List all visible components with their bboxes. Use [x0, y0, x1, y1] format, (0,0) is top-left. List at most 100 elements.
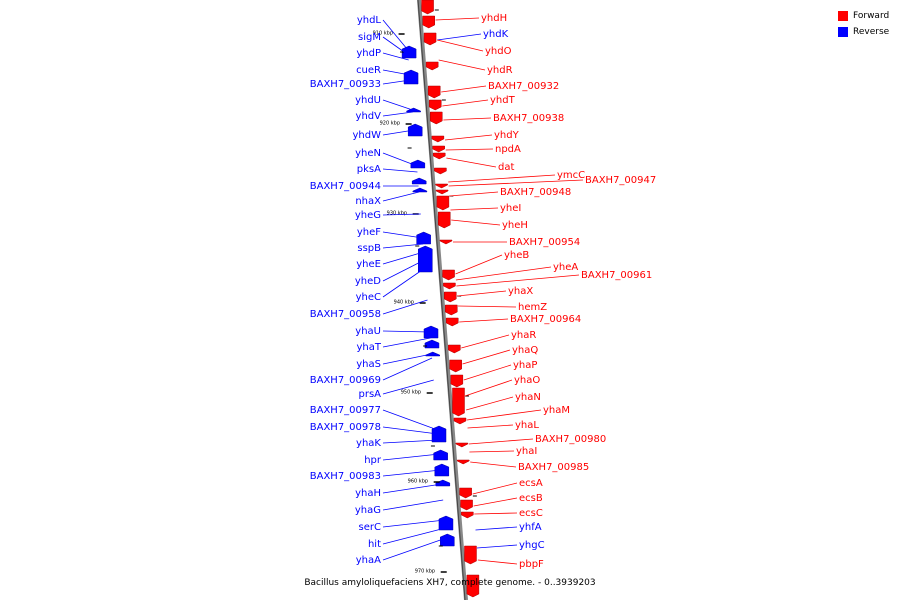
forward-gene-label-yhei: yheI	[500, 203, 521, 214]
forward-gene-block	[461, 511, 474, 519]
forward-gene-label-baxh7-00961: BAXH7_00961	[581, 270, 652, 281]
forward-leader-line	[472, 482, 518, 495]
reverse-gene-label-baxh7-00978: BAXH7_00978	[310, 422, 381, 433]
forward-gene-block	[455, 442, 469, 448]
reverse-gene-label-yheg: yheG	[355, 210, 381, 221]
reverse-gene-label-yhdp: yhdP	[356, 48, 381, 59]
forward-leader-line	[477, 559, 518, 565]
forward-gene-label-baxh7-00980: BAXH7_00980	[535, 434, 606, 445]
reverse-gene-label-baxh7-00969: BAXH7_00969	[310, 375, 381, 386]
reverse-gene-label-yhdw: yhdW	[353, 130, 382, 141]
reverse-leader-line	[382, 168, 418, 173]
reverse-leader-line	[382, 152, 418, 167]
reverse-gene-label-sigm: sigM	[358, 32, 381, 43]
forward-leader-line	[444, 134, 493, 141]
forward-gene-label-pbpf: pbpF	[519, 559, 544, 570]
forward-leader-line	[448, 179, 584, 187]
forward-gene-label-yhdy: yhdY	[494, 130, 520, 141]
forward-leader-line	[468, 438, 534, 445]
reverse-leader-line	[382, 267, 426, 298]
forward-gene-block	[439, 239, 453, 245]
reverse-gene-label-yhef: yheF	[357, 227, 381, 238]
reverse-gene-block	[416, 231, 431, 245]
forward-gene-block	[460, 499, 473, 511]
reverse-gene-label-baxh7-00933: BAXH7_00933	[310, 79, 381, 90]
forward-gene-label-yhap: yhaP	[513, 360, 537, 371]
reverse-leader-line	[382, 259, 425, 282]
forward-swatch	[838, 11, 848, 21]
forward-leader-line	[442, 99, 489, 107]
scale-label: 910 kbp	[373, 31, 393, 37]
reverse-leader-line	[382, 99, 413, 111]
forward-gene-block	[452, 387, 465, 417]
reverse-gene-block	[406, 107, 421, 113]
forward-leader-line	[462, 349, 511, 365]
forward-gene-label-dat: dat	[498, 162, 514, 173]
forward-gene-label-yheh: yheH	[502, 220, 528, 231]
reverse-gene-block	[423, 325, 439, 339]
reverse-gene-label-yhas: yhaS	[356, 359, 381, 370]
forward-gene-block	[421, 0, 434, 15]
forward-gene-block	[429, 111, 443, 125]
legend-forward-label: Forward	[853, 11, 890, 21]
legend-reverse-label: Reverse	[853, 27, 890, 37]
forward-gene-block	[435, 189, 449, 195]
reverse-gene-block	[401, 45, 417, 59]
forward-gene-label-ecsb: ecsB	[519, 493, 543, 504]
scale-label: 920 kbp	[380, 121, 400, 127]
reverse-gene-label-yhdv: yhdV	[356, 111, 382, 122]
scale-label: 970 kbp	[415, 569, 435, 575]
forward-leader-line	[469, 450, 515, 453]
forward-gene-label-ymcc: ymcC	[557, 170, 585, 181]
reverse-leader-line	[382, 537, 447, 561]
forward-leader-line	[450, 207, 499, 211]
forward-gene-label-baxh7-00938: BAXH7_00938	[493, 113, 564, 124]
forward-leader-line	[455, 254, 503, 275]
forward-gene-label-yham: yhaM	[543, 405, 570, 416]
forward-gene-label-yhaq: yhaQ	[512, 345, 538, 356]
reverse-leader-line	[382, 69, 410, 76]
forward-leader-line	[473, 497, 518, 507]
scale-label: 940 kbp	[394, 300, 414, 306]
reverse-gene-label-pksa: pksA	[357, 164, 381, 175]
forward-gene-label-yhfa: yhfA	[519, 522, 542, 533]
forward-gene-block	[444, 291, 457, 303]
forward-gene-label-baxh7-00964: BAXH7_00964	[510, 314, 581, 325]
forward-gene-block	[435, 183, 448, 189]
forward-leader-line	[474, 512, 518, 515]
forward-gene-label-yhdo: yhdO	[485, 46, 512, 57]
reverse-leader-line	[382, 251, 424, 265]
forward-gene-label-baxh7-00948: BAXH7_00948	[500, 187, 571, 198]
forward-leader-line	[456, 274, 580, 287]
reverse-gene-label-yhak: yhaK	[356, 438, 381, 449]
forward-leader-line	[448, 174, 556, 183]
forward-leader-line	[476, 544, 518, 549]
reverse-leader-line	[382, 243, 424, 249]
reverse-gene-label-yhah: yhaH	[355, 488, 381, 499]
forward-gene-label-hemz: hemZ	[518, 302, 547, 313]
forward-gene-block	[456, 459, 470, 465]
forward-gene-label-baxh7-00932: BAXH7_00932	[488, 81, 559, 92]
forward-gene-block	[453, 417, 467, 425]
reverse-gene-label-yhdu: yhdU	[355, 95, 381, 106]
forward-leader-line	[466, 396, 514, 411]
forward-gene-label-npda: npdA	[495, 144, 521, 155]
forward-gene-label-yhdk: yhdK	[483, 29, 509, 40]
reverse-gene-label-baxh7-00983: BAXH7_00983	[310, 471, 381, 482]
forward-gene-label-yhdh: yhdH	[481, 13, 507, 24]
forward-gene-block	[434, 167, 447, 175]
forward-leader-line	[466, 409, 542, 421]
reverse-leader-line	[382, 409, 438, 431]
reverse-leader-line	[382, 357, 433, 381]
forward-leader-line	[467, 424, 514, 429]
reverse-leader-line	[382, 453, 440, 461]
forward-leader-line	[443, 117, 492, 121]
forward-gene-label-yhan: yhaN	[515, 392, 541, 403]
reverse-leader-line	[382, 19, 409, 51]
reverse-gene-block	[407, 123, 423, 137]
reverse-leader-line	[382, 330, 431, 333]
reverse-gene-block	[435, 479, 451, 487]
forward-gene-block	[443, 282, 456, 290]
reverse-leader-line	[382, 353, 432, 365]
